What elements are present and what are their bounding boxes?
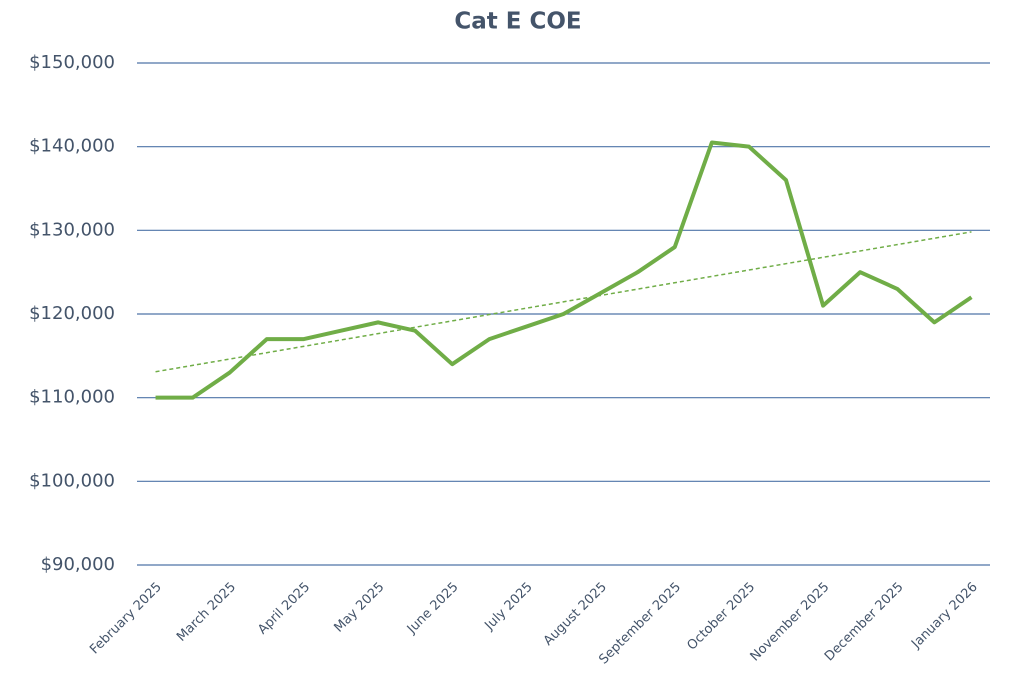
y-tick-label: $90,000 bbox=[41, 554, 115, 575]
x-tick-label: January 2026 bbox=[908, 580, 980, 652]
x-tick-label: November 2025 bbox=[748, 580, 833, 665]
x-tick-label: August 2025 bbox=[541, 580, 610, 649]
x-tick-label: December 2025 bbox=[822, 580, 907, 665]
chart-title: Cat E COE bbox=[454, 9, 581, 35]
trendline bbox=[155, 231, 972, 373]
x-tick-label: April 2025 bbox=[255, 580, 313, 638]
y-tick-label: $140,000 bbox=[29, 136, 115, 157]
y-tick-label: $130,000 bbox=[29, 219, 115, 240]
x-tick-label: September 2025 bbox=[596, 580, 684, 668]
x-tick-label: October 2025 bbox=[685, 580, 759, 654]
x-tick-label: February 2025 bbox=[87, 580, 165, 658]
y-tick-label: $150,000 bbox=[29, 52, 115, 73]
x-tick-label: March 2025 bbox=[174, 580, 239, 645]
x-tick-label: May 2025 bbox=[331, 580, 387, 636]
x-tick-label: July 2025 bbox=[482, 580, 536, 634]
x-tick-label: June 2025 bbox=[404, 580, 462, 638]
y-tick-label: $100,000 bbox=[29, 470, 115, 491]
y-tick-label: $120,000 bbox=[29, 303, 115, 324]
y-tick-label: $110,000 bbox=[29, 387, 115, 408]
data-line bbox=[155, 140, 973, 400]
